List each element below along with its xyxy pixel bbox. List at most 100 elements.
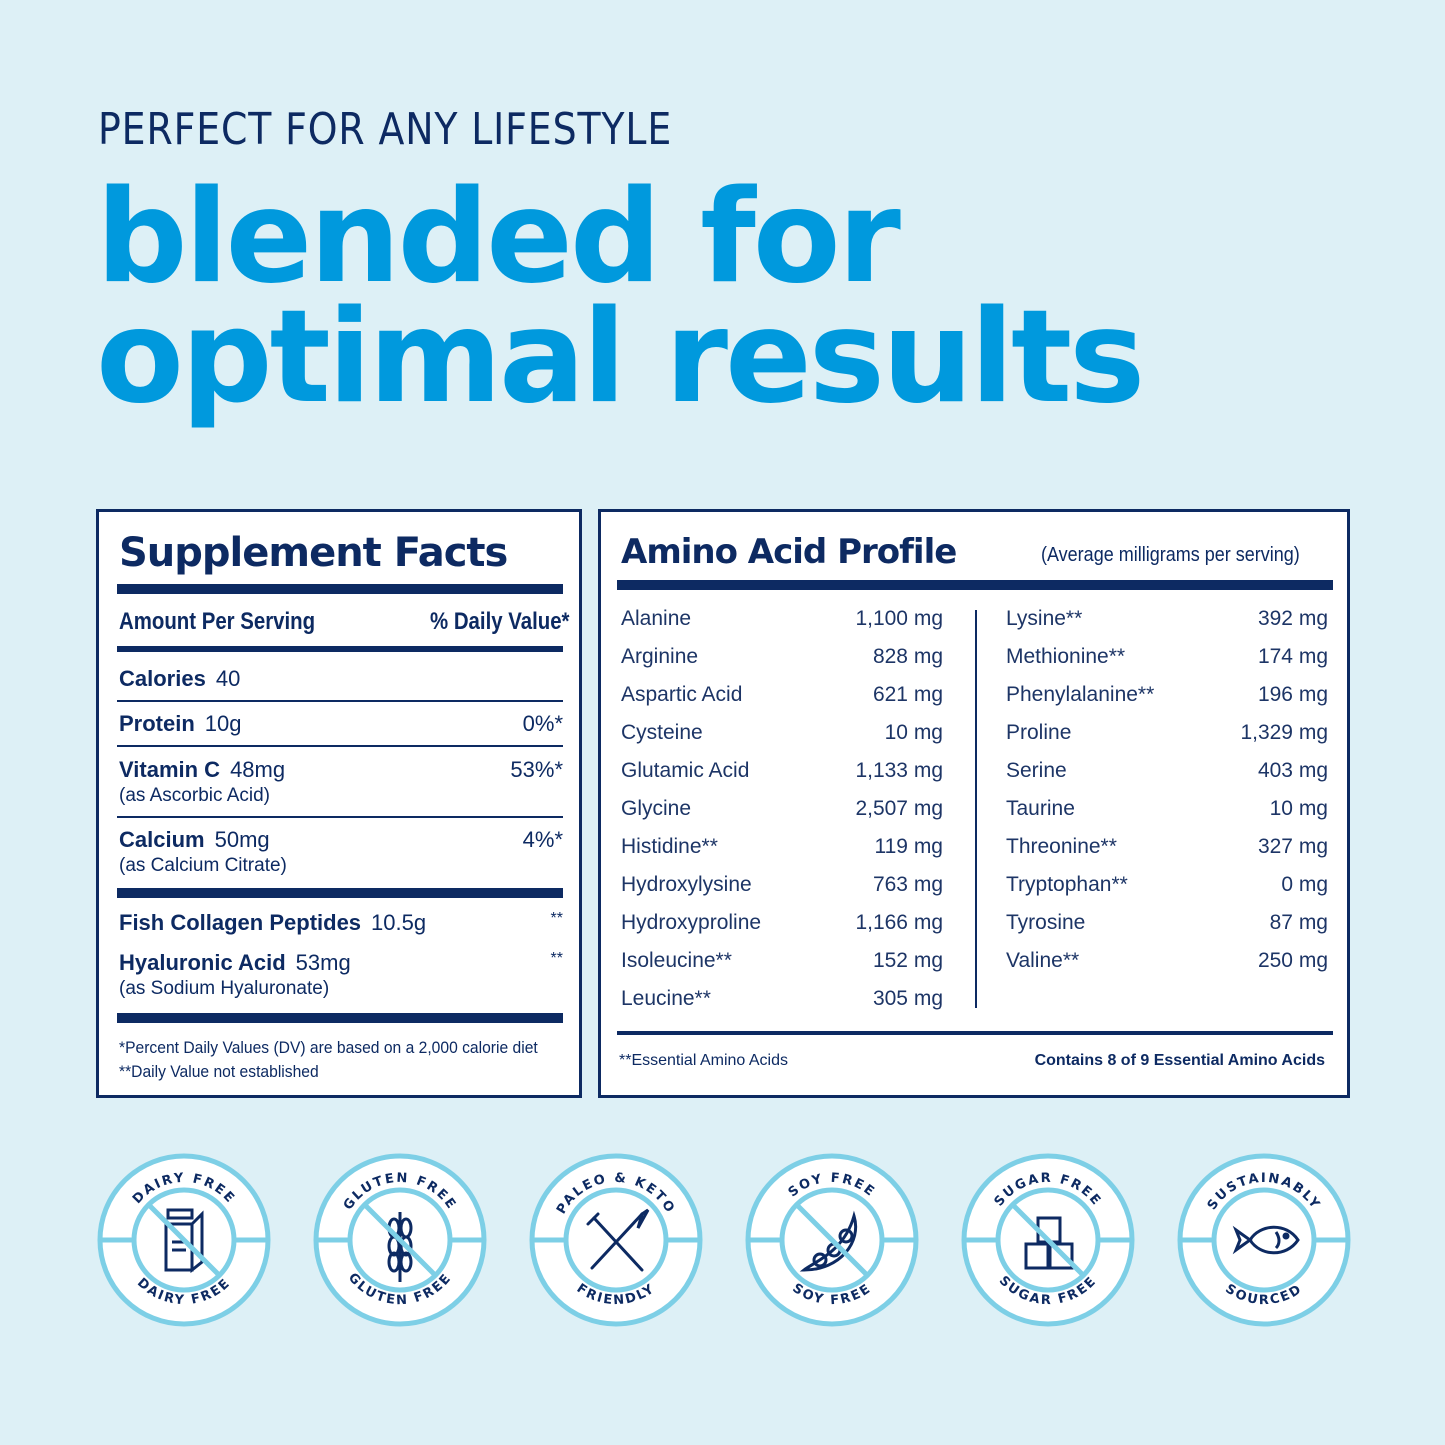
amino-right-column: Lysine** 392 mg Methionine** 174 mg Phenyl… — [1006, 604, 1328, 984]
fork-knife-icon — [586, 1208, 650, 1272]
amino-row: Hydroxyproline 1,166 mg — [621, 908, 943, 946]
amino-value: 196 mg — [1257, 683, 1328, 706]
amino-row: Phenylalanine** 196 mg — [1006, 680, 1328, 718]
badge-soy-free: SOY FREE SOY FREE — [744, 1152, 920, 1328]
amino-name: Glutamic Acid — [621, 759, 750, 782]
ingredient-name: Fish Collagen Peptides — [119, 910, 362, 935]
daily-value-label: % Daily Value* — [430, 608, 570, 635]
amino-name: Leucine** — [621, 987, 711, 1010]
amino-value: 1,166 mg — [855, 911, 943, 934]
nutrient-name: Protein — [119, 711, 195, 736]
ingredient-name: Hyaluronic Acid — [119, 950, 286, 975]
nutrient-name: Calories — [119, 666, 206, 691]
bottom-divider — [617, 1031, 1333, 1035]
supplement-facts-panel: Supplement Facts Amount Per Serving % Da… — [96, 509, 582, 1098]
amino-value: 174 mg — [1257, 645, 1328, 668]
fish-icon — [1232, 1225, 1300, 1255]
headline-line-1: blended for — [96, 163, 901, 312]
amino-row: Threonine** 327 mg — [1006, 832, 1328, 870]
headline: blended for optimal results — [96, 163, 1145, 432]
amino-row: Leucine** 305 mg — [621, 984, 943, 1022]
amino-row: Histidine** 119 mg — [621, 832, 943, 870]
amino-name: Cysteine — [621, 721, 703, 744]
ingredient-row-collagen: Fish Collagen Peptides 10.5g ** — [119, 910, 563, 936]
badge-dairy-free: DAIRY FREE DAIRY FREE — [96, 1152, 272, 1328]
thick-divider — [117, 584, 563, 594]
amino-name: Lysine** — [1006, 607, 1083, 630]
amino-value: 1,100 mg — [855, 607, 943, 630]
amino-value: 403 mg — [1257, 759, 1328, 782]
nutrient-source: (as Ascorbic Acid) — [119, 785, 270, 806]
amino-name: Hydroxyproline — [621, 911, 762, 934]
thick-divider — [117, 1013, 563, 1023]
amino-row: Tryptophan** 0 mg — [1006, 870, 1328, 908]
amino-row: Serine 403 mg — [1006, 756, 1328, 794]
amino-name: Isoleucine** — [621, 949, 732, 972]
amino-row: Glutamic Acid 1,133 mg — [621, 756, 943, 794]
amino-value: 250 mg — [1257, 949, 1328, 972]
ingredient-amount: 10.5g — [371, 910, 427, 935]
thin-divider — [117, 745, 563, 747]
amino-value: 10 mg — [884, 721, 943, 744]
column-headers: Amount Per Serving % Daily Value* — [119, 608, 570, 636]
amino-row: Lysine** 392 mg — [1006, 604, 1328, 642]
column-divider — [975, 610, 977, 1008]
amino-value: 763 mg — [872, 873, 943, 896]
amino-row: Alanine 1,100 mg — [621, 604, 943, 642]
thin-divider — [117, 700, 563, 702]
badge-sugar-free: SUGAR FREE SUGAR FREE — [960, 1152, 1136, 1328]
amino-row: Methionine** 174 mg — [1006, 642, 1328, 680]
amino-name: Methionine** — [1006, 645, 1126, 668]
amino-subtitle: (Average milligrams per serving) — [1041, 544, 1300, 566]
amino-name: Aspartic Acid — [621, 683, 743, 706]
nutrient-amount: 40 — [215, 666, 241, 691]
essential-count: Contains 8 of 9 Essential Amino Acids — [1034, 1052, 1325, 1069]
amino-row: Aspartic Acid 621 mg — [621, 680, 943, 718]
nutrient-row-protein: Protein 10g 0%* — [119, 711, 563, 737]
nutrient-amount: 10g — [204, 711, 242, 736]
amino-row: Tyrosine 87 mg — [1006, 908, 1328, 946]
amino-name: Hydroxylysine — [621, 873, 752, 896]
amino-name: Serine — [1006, 759, 1067, 782]
amino-name: Alanine — [621, 607, 692, 630]
nutrient-row-calories: Calories 40 — [119, 666, 563, 692]
amino-row: Isoleucine** 152 mg — [621, 946, 943, 984]
amino-value: 828 mg — [872, 645, 943, 668]
nutrient-amount: 48mg — [230, 757, 286, 782]
ingredient-dv: ** — [550, 910, 563, 927]
amino-value: 621 mg — [872, 683, 943, 706]
ingredient-row-hyaluronic: Hyaluronic Acid 53mg ** (as Sodium Hyalur… — [119, 950, 563, 1000]
amino-row: Cysteine 10 mg — [621, 718, 943, 756]
amino-row: Valine** 250 mg — [1006, 946, 1328, 984]
thick-divider — [617, 580, 1333, 590]
eyebrow-text: PERFECT FOR ANY LIFESTYLE — [98, 104, 673, 155]
amino-value: 1,329 mg — [1240, 721, 1328, 744]
amino-name: Valine** — [1006, 949, 1080, 972]
ingredient-amount: 53mg — [295, 950, 351, 975]
amino-name: Threonine** — [1006, 835, 1117, 858]
headline-line-2: optimal results — [96, 283, 1145, 432]
nutrient-source: (as Calcium Citrate) — [119, 855, 287, 876]
thick-divider — [117, 888, 563, 898]
nutrient-dv: 4%* — [522, 827, 563, 852]
supplement-facts-title: Supplement Facts — [119, 530, 508, 576]
amount-per-serving-label: Amount Per Serving — [119, 608, 316, 635]
badge-paleo-keto: PALEO & KETO FRIENDLY — [528, 1152, 704, 1328]
soybean-pod-icon — [799, 1210, 858, 1272]
footnotes: *Percent Daily Values (DV) are based on … — [119, 1036, 579, 1084]
nutrient-row-vitamin-c: Vitamin C 48mg 53%* (as Ascorbic Acid) — [119, 757, 563, 807]
amino-value: 0 mg — [1281, 873, 1328, 896]
amino-name: Tyrosine — [1006, 911, 1086, 934]
nutrient-amount: 50mg — [214, 827, 270, 852]
essential-footnote: **Essential Amino Acids — [619, 1052, 788, 1069]
amino-name: Phenylalanine** — [1006, 683, 1155, 706]
amino-row: Glycine 2,507 mg — [621, 794, 943, 832]
nutrient-dv: 53%* — [510, 757, 563, 782]
amino-row: Arginine 828 mg — [621, 642, 943, 680]
nutrient-dv: 0%* — [522, 711, 563, 736]
badge-sustainably-sourced: SUSTAINABLY SOURCED — [1176, 1152, 1352, 1328]
thin-divider — [117, 816, 563, 818]
amino-title: Amino Acid Profile — [621, 532, 957, 572]
amino-value: 87 mg — [1269, 911, 1328, 934]
medium-divider — [117, 646, 563, 652]
